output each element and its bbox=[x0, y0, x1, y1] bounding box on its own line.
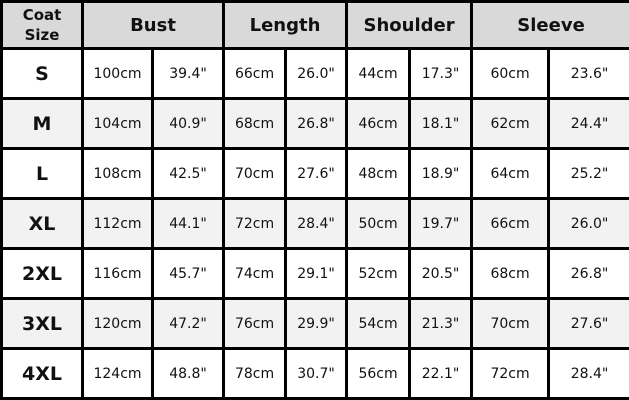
measurement-cell: 72cm bbox=[470, 347, 551, 400]
measurement-cell: 39.4" bbox=[150, 47, 226, 100]
table-row: XL 112cm 44.1" 72cm 28.4" 50cm 19.7" 66cm 26.0" bbox=[0, 197, 629, 250]
header-row: Coat Size Bust Length Shoulder Sleeve bbox=[0, 0, 629, 50]
size-cell: XL bbox=[0, 197, 84, 250]
measurement-cell: 116cm bbox=[81, 247, 154, 300]
measurement-cell: 50cm bbox=[345, 197, 412, 250]
measurement-cell: 112cm bbox=[81, 197, 154, 250]
measurement-cell: 66cm bbox=[222, 47, 288, 100]
measurement-cell: 28.4" bbox=[284, 197, 349, 250]
measurement-cell: 48.8" bbox=[150, 347, 226, 400]
measurement-cell: 21.3" bbox=[408, 297, 474, 350]
header-coat-size: Coat Size bbox=[0, 0, 84, 50]
measurement-cell: 26.8" bbox=[547, 247, 629, 300]
table-row: 4XL 124cm 48.8" 78cm 30.7" 56cm 22.1" 72cm 28.4" bbox=[0, 347, 629, 400]
measurement-cell: 100cm bbox=[81, 47, 154, 100]
table-row: 2XL 116cm 45.7" 74cm 29.1" 52cm 20.5" 68cm 26.8" bbox=[0, 247, 629, 300]
measurement-cell: 45.7" bbox=[150, 247, 226, 300]
measurement-cell: 64cm bbox=[470, 147, 551, 200]
measurement-cell: 23.6" bbox=[547, 47, 629, 100]
measurement-cell: 27.6" bbox=[284, 147, 349, 200]
measurement-cell: 42.5" bbox=[150, 147, 226, 200]
measurement-cell: 68cm bbox=[470, 247, 551, 300]
size-cell: 4XL bbox=[0, 347, 84, 400]
table-row: 3XL 120cm 47.2" 76cm 29.9" 54cm 21.3" 70cm 27.6" bbox=[0, 297, 629, 350]
measurement-cell: 54cm bbox=[345, 297, 412, 350]
measurement-cell: 66cm bbox=[470, 197, 551, 250]
measurement-cell: 76cm bbox=[222, 297, 288, 350]
size-cell: 2XL bbox=[0, 247, 84, 300]
measurement-cell: 124cm bbox=[81, 347, 154, 400]
measurement-cell: 25.2" bbox=[547, 147, 629, 200]
measurement-cell: 19.7" bbox=[408, 197, 474, 250]
measurement-cell: 74cm bbox=[222, 247, 288, 300]
measurement-cell: 26.8" bbox=[284, 97, 349, 150]
measurement-cell: 44.1" bbox=[150, 197, 226, 250]
size-cell: M bbox=[0, 97, 84, 150]
measurement-cell: 70cm bbox=[470, 297, 551, 350]
measurement-cell: 48cm bbox=[345, 147, 412, 200]
measurement-cell: 29.1" bbox=[284, 247, 349, 300]
measurement-cell: 40.9" bbox=[150, 97, 226, 150]
measurement-cell: 72cm bbox=[222, 197, 288, 250]
header-size-line2: Size bbox=[24, 26, 60, 44]
measurement-cell: 27.6" bbox=[547, 297, 629, 350]
size-cell: 3XL bbox=[0, 297, 84, 350]
measurement-cell: 44cm bbox=[345, 47, 412, 100]
header-sleeve: Sleeve bbox=[470, 0, 629, 50]
measurement-cell: 28.4" bbox=[547, 347, 629, 400]
measurement-cell: 120cm bbox=[81, 297, 154, 350]
table-row: S 100cm 39.4" 66cm 26.0" 44cm 17.3" 60cm 23.6" bbox=[0, 47, 629, 100]
measurement-cell: 60cm bbox=[470, 47, 551, 100]
measurement-cell: 56cm bbox=[345, 347, 412, 400]
measurement-cell: 26.0" bbox=[547, 197, 629, 250]
measurement-cell: 52cm bbox=[345, 247, 412, 300]
table-row: L 108cm 42.5" 70cm 27.6" 48cm 18.9" 64cm 25.2" bbox=[0, 147, 629, 200]
size-cell: L bbox=[0, 147, 84, 200]
measurement-cell: 24.4" bbox=[547, 97, 629, 150]
measurement-cell: 78cm bbox=[222, 347, 288, 400]
table-row: M 104cm 40.9" 68cm 26.8" 46cm 18.1" 62cm 24.4" bbox=[0, 97, 629, 150]
measurement-cell: 30.7" bbox=[284, 347, 349, 400]
measurement-cell: 47.2" bbox=[150, 297, 226, 350]
measurement-cell: 17.3" bbox=[408, 47, 474, 100]
measurement-cell: 18.9" bbox=[408, 147, 474, 200]
size-cell: S bbox=[0, 47, 84, 100]
measurement-cell: 104cm bbox=[81, 97, 154, 150]
measurement-cell: 46cm bbox=[345, 97, 412, 150]
header-size-line1: Coat bbox=[22, 6, 62, 24]
header-length: Length bbox=[222, 0, 349, 50]
header-shoulder: Shoulder bbox=[345, 0, 474, 50]
measurement-cell: 108cm bbox=[81, 147, 154, 200]
header-bust: Bust bbox=[80, 0, 226, 50]
measurement-cell: 68cm bbox=[222, 97, 288, 150]
measurement-cell: 18.1" bbox=[408, 97, 474, 150]
measurement-cell: 29.9" bbox=[284, 297, 349, 350]
measurement-cell: 20.5" bbox=[408, 247, 474, 300]
measurement-cell: 22.1" bbox=[408, 347, 474, 400]
measurement-cell: 70cm bbox=[222, 147, 288, 200]
measurement-cell: 26.0" bbox=[284, 47, 349, 100]
measurement-cell: 62cm bbox=[470, 97, 551, 150]
